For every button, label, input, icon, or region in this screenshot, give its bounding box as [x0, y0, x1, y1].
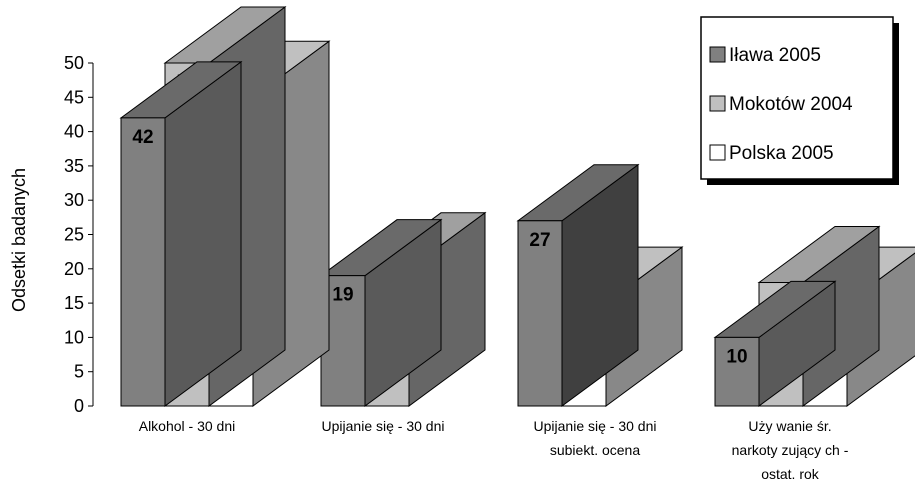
y-tick-label: 35: [64, 156, 84, 176]
bar-side: [164, 60, 242, 407]
bar-front: [517, 220, 563, 407]
bar-front: [120, 117, 166, 407]
legend: Iława 2005 Mokotów 2004 Polska 2005: [700, 16, 899, 185]
legend-swatch: [709, 46, 726, 63]
y-tick-label: 30: [64, 190, 84, 210]
data-label: 10: [726, 346, 747, 367]
data-label: 27: [529, 230, 550, 251]
y-tick-label: 0: [74, 396, 84, 416]
legend-box: [700, 16, 894, 180]
bars-layer: 15181015272019455042: [119, 6, 915, 407]
bar-3-0: 10: [713, 280, 837, 407]
legend-item: Polska 2005: [729, 143, 834, 164]
legend-swatch: [709, 95, 726, 112]
category-label: Upijanie się - 30 dni: [534, 418, 657, 434]
bar-2-0: 27: [516, 163, 640, 407]
category-label: narkoty zujący ch -: [732, 442, 849, 458]
y-tick-label: 45: [64, 87, 84, 107]
bar-front: [714, 336, 760, 407]
y-tick-label: 5: [74, 362, 84, 382]
legend-swatch: [709, 144, 726, 161]
category-label: Alkohol - 30 dni: [139, 418, 236, 434]
y-tick-label: 20: [64, 259, 84, 279]
y-tick-label: 50: [64, 53, 84, 73]
data-label: 42: [132, 127, 153, 148]
y-tick-label: 15: [64, 293, 84, 313]
legend-item: Iława 2005: [729, 45, 821, 66]
y-axis-label: Odsetki badanych: [9, 168, 29, 312]
category-label: subiekt. ocena: [550, 442, 640, 458]
y-tick-label: 40: [64, 122, 84, 142]
bar-1-0: 19: [319, 218, 443, 407]
category-label: Upijanie się - 30 dni: [322, 418, 445, 434]
category-label: Uży wanie śr.: [748, 418, 831, 434]
y-tick-label: 25: [64, 225, 84, 245]
data-label: 19: [332, 285, 353, 306]
category-label: ostat. rok: [761, 466, 820, 482]
category-labels: Alkohol - 30 dni Upijanie się - 30 dni Upi…: [139, 418, 849, 482]
legend-item: Mokotów 2004: [729, 94, 853, 115]
bar-0-0: 42: [119, 60, 243, 407]
y-tick-label: 10: [64, 327, 84, 347]
y-axis: 0 5 10 15 20 25 30 35 40 45 50: [64, 53, 94, 416]
